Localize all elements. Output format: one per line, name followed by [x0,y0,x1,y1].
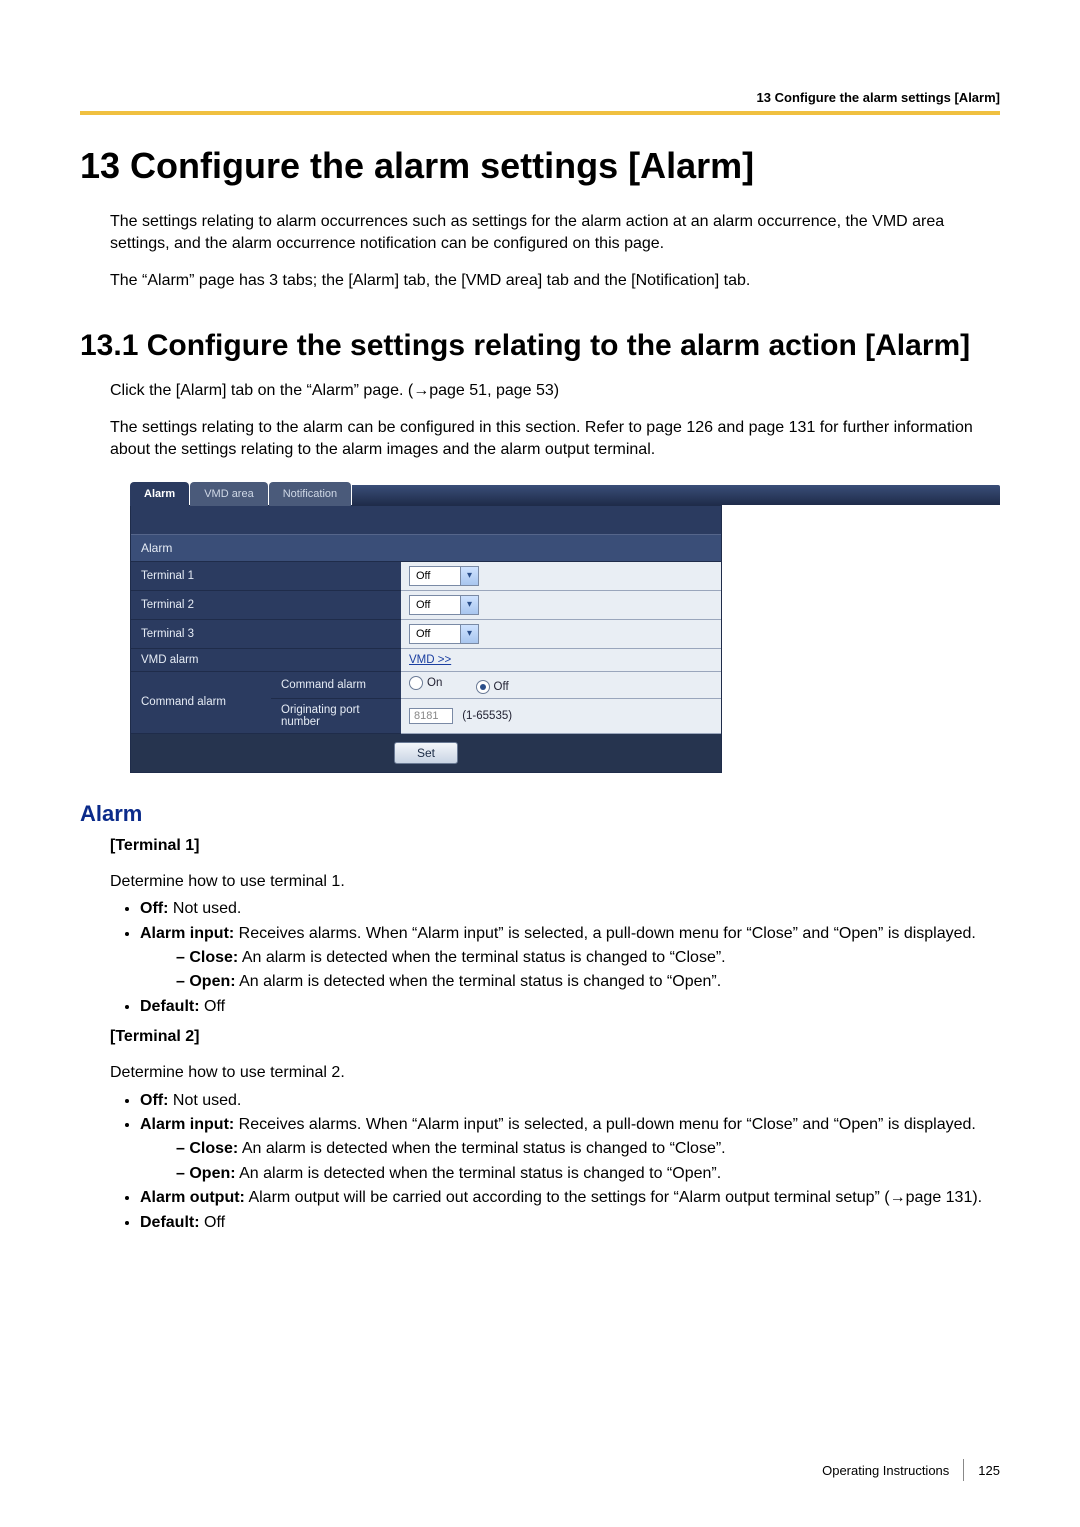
chevron-down-icon: ▾ [460,596,478,614]
row-terminal-3: Terminal 3 Off ▾ [131,619,721,648]
tab-bar-filler [352,485,1000,505]
row-terminal-2: Terminal 2 Off ▾ [131,590,721,619]
input-originating-port[interactable]: 8181 [409,708,453,724]
page: 13 Configure the alarm settings [Alarm] … [0,0,1080,1527]
page-number: 125 [978,1463,1000,1478]
alarm-config-screenshot: Alarm VMD area Notification Alarm Termin… [130,479,1000,773]
radio-command-alarm-on[interactable]: On [409,676,442,690]
tab-bar: Alarm VMD area Notification [130,479,1000,505]
row-vmd-alarm: VMD alarm VMD >> [131,648,721,671]
set-button[interactable]: Set [394,742,458,764]
alarm-heading: Alarm [80,801,1000,827]
terminal-2-list: Off: Not used. Alarm input: Receives ala… [140,1090,1000,1234]
tab-notification[interactable]: Notification [269,482,351,506]
group-heading: Alarm [131,534,721,561]
terminal-2-heading: [Terminal 2] [110,1028,1000,1046]
label-command-alarm: Command alarm [131,671,271,733]
page-footer: Operating Instructions 125 [822,1459,1000,1481]
sublabel-originating-port: Originating port number [271,698,401,733]
alarm-panel: Alarm Terminal 1 Off ▾ Terminal 2 Off [130,505,722,773]
section-p1: Click the [Alarm] tab on the “Alarm” pag… [110,380,1000,402]
label-terminal-2: Terminal 2 [131,590,401,619]
label-vmd-alarm: VMD alarm [131,648,401,671]
port-range-hint: (1-65535) [462,710,512,722]
terminal-1-lead: Determine how to use terminal 1. [110,871,1000,893]
select-terminal-1[interactable]: Off ▾ [409,566,479,586]
row-command-alarm-radio: Command alarm Command alarm On Off [131,671,721,698]
terminal-1-list: Off: Not used. Alarm input: Receives ala… [140,898,1000,1018]
running-head: 13 Configure the alarm settings [Alarm] [80,90,1000,105]
chevron-down-icon: ▾ [460,625,478,643]
radio-icon [409,676,423,690]
alarm-form: Alarm Terminal 1 Off ▾ Terminal 2 Off [131,534,721,734]
sublabel-command-alarm: Command alarm [271,671,401,698]
section-title: 13.1 Configure the settings relating to … [80,328,1000,364]
terminal-2-lead: Determine how to use terminal 2. [110,1062,1000,1084]
footer-separator [963,1459,964,1481]
label-terminal-3: Terminal 3 [131,619,401,648]
footer-label: Operating Instructions [822,1463,949,1478]
link-vmd[interactable]: VMD >> [409,654,451,666]
set-bar: Set [131,734,721,772]
row-terminal-1: Terminal 1 Off ▾ [131,561,721,590]
label-terminal-1: Terminal 1 [131,561,401,590]
header-rule [80,111,1000,115]
section-p2: The settings relating to the alarm can b… [110,417,1000,460]
chapter-intro-2: The “Alarm” page has 3 tabs; the [Alarm]… [110,270,1000,292]
radio-icon [476,680,490,694]
terminal-1-heading: [Terminal 1] [110,837,1000,855]
select-terminal-3[interactable]: Off ▾ [409,624,479,644]
radio-command-alarm-off[interactable]: Off [476,680,509,694]
select-terminal-2[interactable]: Off ▾ [409,595,479,615]
chevron-down-icon: ▾ [460,567,478,585]
tab-vmd-area[interactable]: VMD area [190,482,268,506]
chapter-intro-1: The settings relating to alarm occurrenc… [110,211,1000,254]
chapter-title: 13 Configure the alarm settings [Alarm] [80,145,1000,187]
tab-alarm[interactable]: Alarm [130,482,189,506]
